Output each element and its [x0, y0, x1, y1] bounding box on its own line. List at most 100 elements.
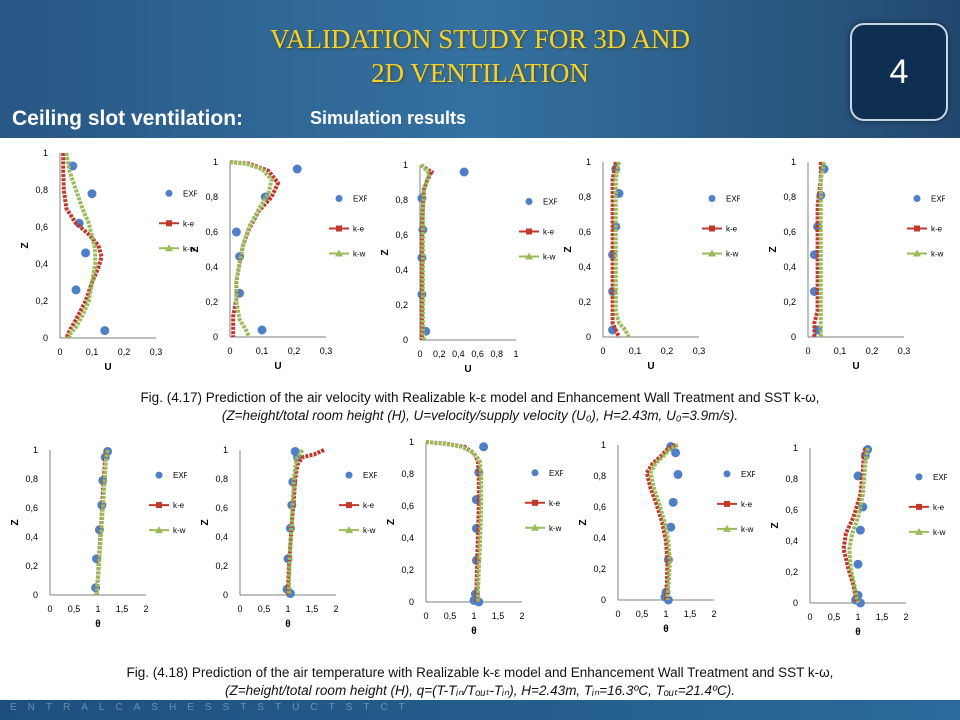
legend-label-k-e: k-e — [741, 500, 753, 509]
y-tick-label: 0,8 — [593, 471, 606, 481]
x-tick-label: 0,1 — [86, 347, 99, 357]
x-tick-label: 0,3 — [150, 347, 163, 357]
x-tick-label: 0,6 — [471, 349, 484, 359]
series-line-k-w — [229, 160, 274, 338]
x-tick-label: 0,3 — [320, 346, 333, 356]
y-tick-label: 0,8 — [785, 474, 798, 484]
legend-marker-k-e — [166, 220, 172, 227]
legend-label-EXP_p5: EXP_p5 — [931, 195, 945, 204]
y-tick-label: 0 — [213, 332, 218, 342]
y-tick-label: 0,4 — [785, 536, 798, 546]
legend-marker-k-w — [915, 527, 923, 535]
legend-marker-k-e — [916, 503, 922, 510]
y-tick-label: 0,8 — [578, 192, 591, 202]
legend-marker-k-w — [345, 526, 353, 534]
data-point-EXP_p1 — [855, 525, 865, 535]
y-tick-label: 1 — [213, 157, 218, 167]
y-tick-label: 1 — [793, 443, 798, 453]
legend-label-k-w: k-w — [353, 250, 366, 259]
x-axis-label: U — [274, 361, 281, 372]
legend-marker-k-e — [709, 225, 715, 232]
legend-label-EXP_p2: EXP_p2 — [353, 195, 367, 204]
y-tick-label: 0,4 — [578, 262, 591, 272]
x-tick-label: 0,5 — [444, 611, 457, 621]
legend-label-EXP_p4: EXP_p4 — [363, 471, 377, 480]
caption-fig-4-17: Fig. (4.17) Prediction of the air veloci… — [20, 389, 940, 425]
y-tick-label: 0,2 — [395, 300, 408, 310]
legend-marker-EXP_p5 — [155, 471, 163, 479]
legend-marker-k-e — [336, 225, 342, 232]
legend-label-EXP_p3: EXP_p3 — [543, 198, 557, 207]
legend-marker-k-e — [532, 499, 538, 506]
series-line-k-w — [286, 449, 305, 595]
data-point-EXP_p2 — [671, 448, 681, 458]
legend-marker-k-w — [531, 523, 539, 531]
legend-marker-EXP_p4 — [345, 471, 353, 479]
legend-marker-k-e — [526, 228, 532, 235]
data-point-EXP_p1 — [853, 559, 863, 569]
y-tick-label: 0,8 — [35, 185, 48, 195]
legend-marker-EXP_p2 — [335, 195, 343, 202]
y-tick-label: 1 — [409, 437, 414, 447]
x-tick-label: 1,5 — [116, 604, 129, 614]
y-tick-label: 1 — [33, 445, 38, 455]
y-tick-label: 0,8 — [783, 192, 796, 202]
y-tick-label: 0,2 — [593, 564, 606, 574]
temperature-chart-p3: 0 0,2 0,4 0,6 0,8 1 0 0,5 1 1,5 2 Zθ EXP_p3 k-e k-w — [386, 437, 563, 637]
x-tick-label: 2 — [143, 604, 148, 614]
slide-title: VALIDATION STUDY FOR 3D AND 2D VENTILATI… — [200, 22, 760, 90]
legend-marker-EXP_p1 — [165, 189, 173, 197]
y-tick-label: 1 — [791, 157, 796, 167]
x-tick-label: 0,4 — [452, 349, 465, 359]
x-tick-label: 0,1 — [256, 346, 269, 356]
x-tick-label: 0,5 — [828, 612, 841, 622]
series-line-k-e — [61, 153, 104, 339]
series-line-k-w — [425, 440, 484, 602]
data-point-EXP_p2 — [257, 325, 267, 335]
velocity-chart-p3: 0 0,2 0,4 0,6 0,8 1 0 0,2 0,4 0,6 0,8 1 Z U EXP_p3 k-e k… — [380, 160, 557, 375]
legend-label-k-e: k-e — [543, 228, 555, 237]
series-line-k-w — [95, 449, 110, 595]
legend-label-k-w: k-w — [363, 526, 376, 535]
footer-decoration-text: ENTRALCASHESSTSTUCTSTCT — [10, 702, 416, 713]
x-tick-label: 1 — [471, 611, 476, 621]
x-tick-label: 0,2 — [433, 349, 446, 359]
legend-marker-k-w — [913, 249, 921, 257]
y-axis-label: Z — [770, 522, 781, 528]
y-tick-label: 0,8 — [205, 192, 218, 202]
series-line-k-w — [613, 161, 631, 338]
data-point-EXP_p1 — [68, 161, 78, 171]
caption-fig-4-18-line1: Fig. (4.18) Prediction of the air temper… — [126, 665, 834, 680]
y-tick-label: 0 — [409, 597, 414, 607]
y-axis-label: Z — [200, 519, 211, 525]
y-axis-label: Z — [768, 246, 779, 252]
series-line-k-w — [648, 443, 679, 600]
legend-label-k-e: k-e — [931, 225, 943, 234]
temperature-chart-p2: 0 0,2 0,4 0,6 0,8 1 0 0,5 1 1,5 2 Zθ EXP_p2 k-e k-w — [578, 440, 755, 635]
temperature-chart-p4: 0 0,2 0,4 0,6 0,8 1 0 0,5 1 1,5 2 Zθ EXP_p4 k-e k-w — [200, 445, 377, 630]
legend-marker-k-e — [346, 502, 352, 509]
section-subheading: Simulation results — [310, 108, 467, 128]
legend-label-EXP_p5: EXP_p5 — [173, 471, 187, 480]
legend-label-k-e: k-e — [173, 501, 185, 510]
y-tick-label: 0,6 — [35, 222, 48, 232]
x-tick-label: 1 — [663, 609, 668, 619]
x-tick-label: 1 — [95, 604, 100, 614]
x-tick-label: 0,5 — [68, 604, 81, 614]
x-tick-label: 1 — [285, 604, 290, 614]
x-tick-label: 2 — [711, 609, 716, 619]
data-point-EXP_p1 — [71, 285, 81, 295]
x-tick-label: 1,5 — [306, 604, 319, 614]
data-point-EXP_p2 — [668, 497, 678, 507]
x-tick-label: 0 — [417, 349, 422, 359]
x-axis-label: θ — [855, 627, 860, 638]
y-tick-label: 0,2 — [785, 567, 798, 577]
data-point-EXP_p3 — [479, 442, 489, 452]
y-tick-label: 0,2 — [578, 297, 591, 307]
y-tick-label: 0 — [601, 595, 606, 605]
legend-marker-EXP_p4 — [708, 195, 716, 202]
legend-marker-k-e — [724, 500, 730, 507]
x-axis-label: U — [852, 361, 859, 372]
data-point-EXP_p2 — [673, 469, 683, 479]
y-axis-label: Z — [380, 249, 391, 255]
